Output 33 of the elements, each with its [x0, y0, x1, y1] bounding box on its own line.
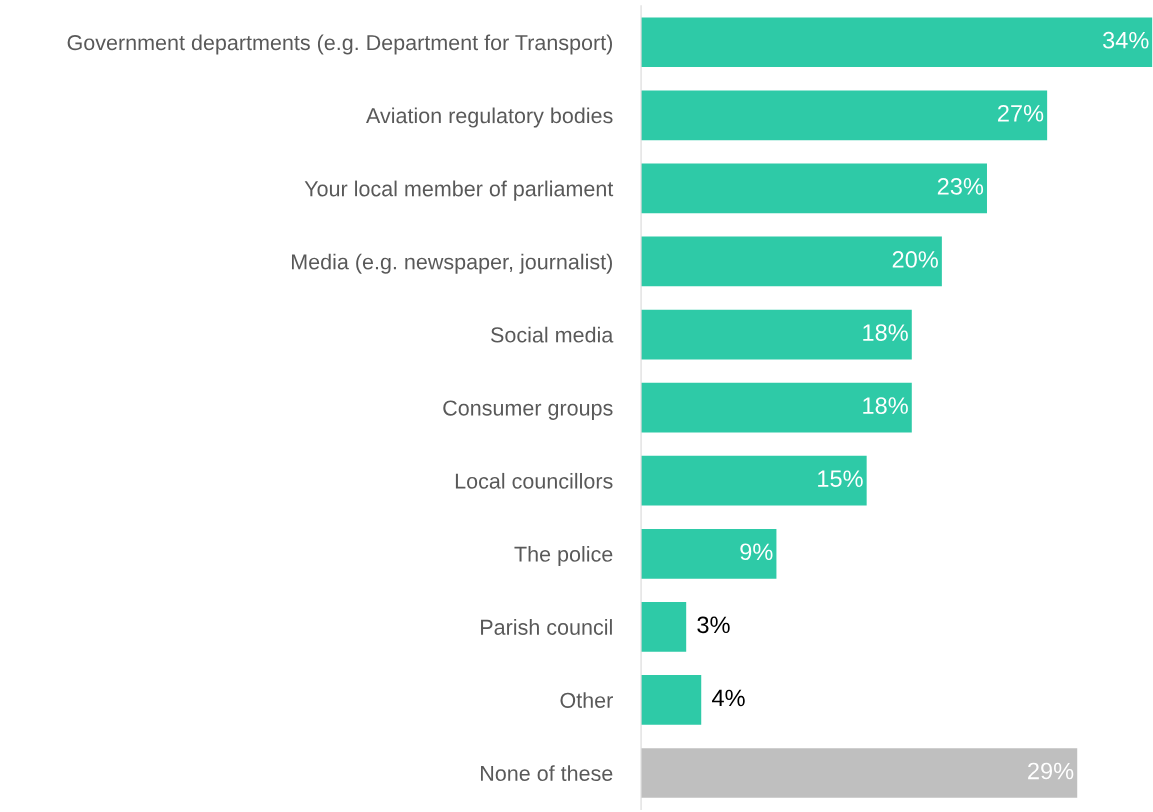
bar — [641, 17, 1153, 68]
bar — [641, 382, 912, 433]
y-tick-label: Other — [560, 692, 613, 708]
data-label: 34% — [1103, 31, 1149, 49]
bar — [641, 675, 702, 725]
y-tick-label: Local councillors — [455, 472, 613, 489]
data-label: 29% — [1028, 762, 1074, 780]
y-tick-label: The police — [514, 545, 613, 567]
bar — [641, 236, 942, 287]
bar — [641, 748, 1078, 798]
data-label: 23% — [937, 178, 984, 195]
bar — [641, 309, 912, 360]
y-tick-label: Your local member of parliament — [304, 180, 614, 201]
bar — [641, 90, 1048, 141]
data-label: 9% — [740, 543, 773, 561]
data-label: 20% — [892, 251, 938, 268]
y-tick-label: Media (e.g. newspaper, journalist) — [291, 253, 612, 274]
y-tick-label: Parish council — [481, 619, 612, 635]
data-label: 18% — [863, 324, 908, 341]
data-label: 18% — [863, 397, 908, 414]
y-tick-label: Aviation regulatory bodies — [366, 107, 613, 128]
y-tick-label: Consumer groups — [443, 400, 613, 420]
data-label: 3% — [697, 616, 730, 634]
data-label: 15% — [818, 470, 863, 488]
y-tick-label: None of these — [481, 765, 613, 782]
data-label: 4% — [712, 689, 745, 707]
bar — [641, 602, 687, 652]
bar — [641, 455, 867, 506]
data-label: 27% — [998, 104, 1044, 122]
y-tick-label: Government departments (e.g. Department for Transport) — [67, 34, 612, 55]
bar — [641, 163, 987, 214]
bar — [641, 528, 777, 579]
y-tick-label: Social media — [491, 326, 614, 343]
